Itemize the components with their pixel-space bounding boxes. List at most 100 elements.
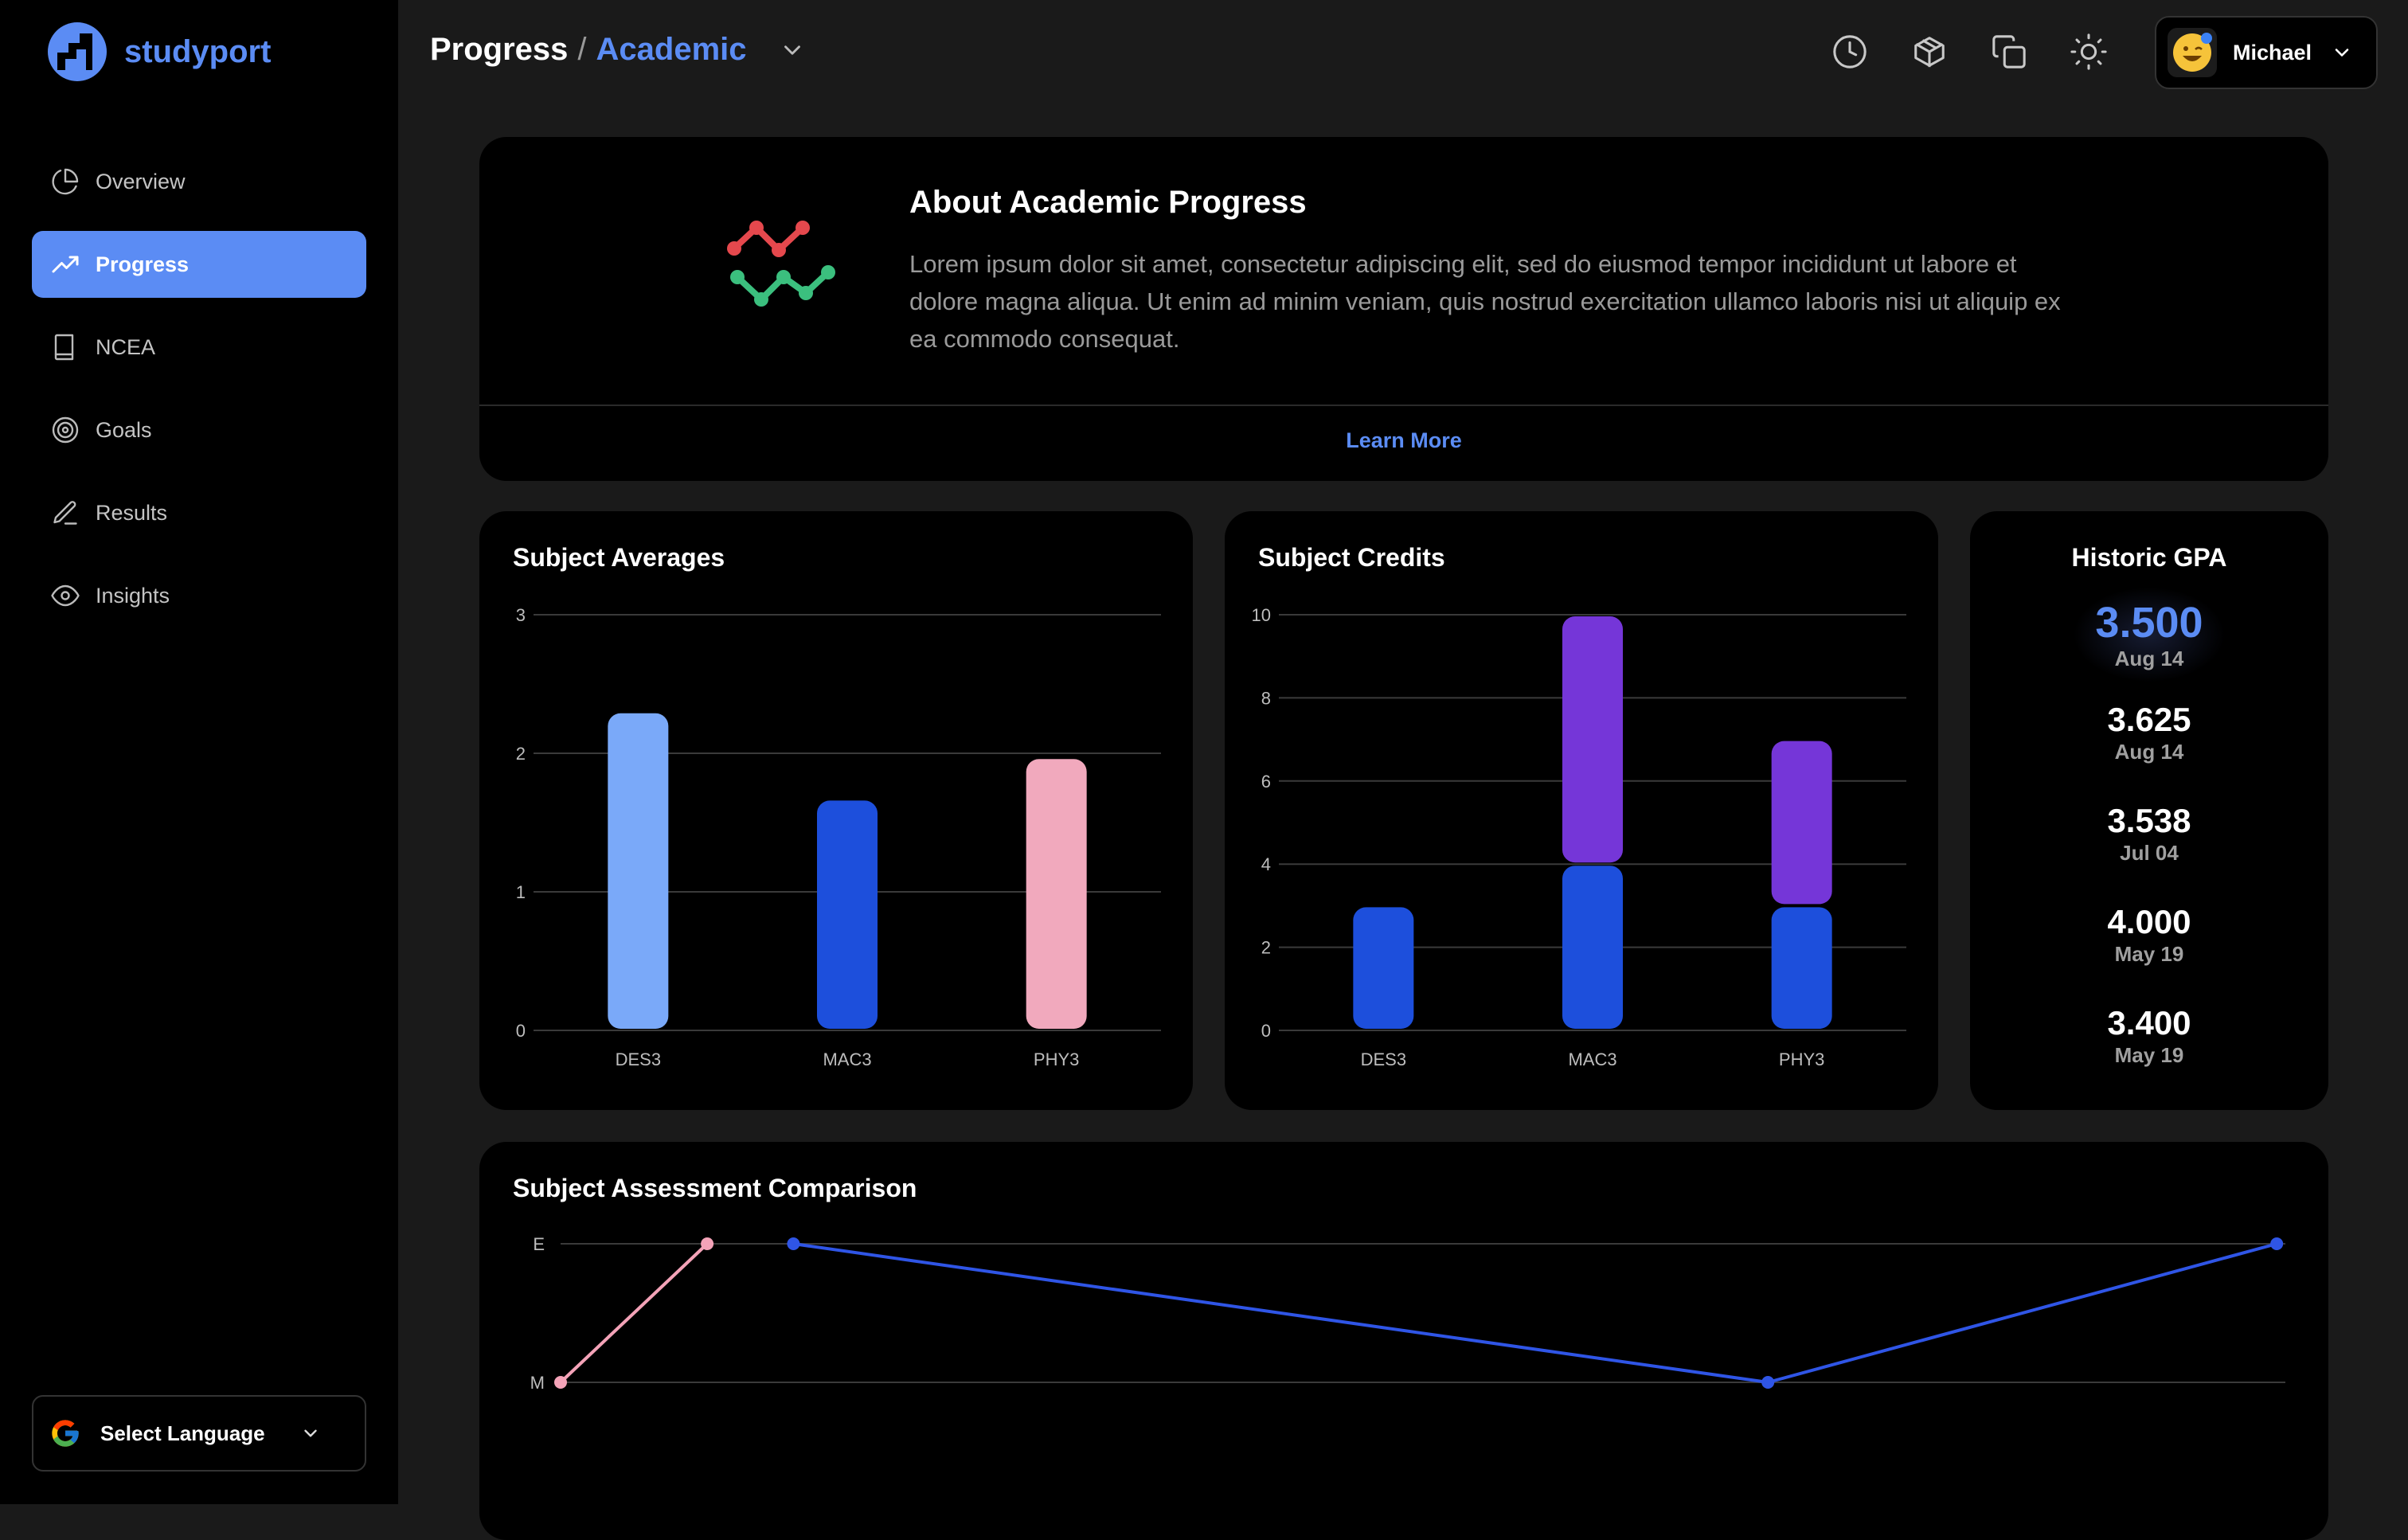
gpa-highlight xyxy=(2073,587,2226,682)
data-point xyxy=(554,1376,567,1389)
pencil-icon xyxy=(53,501,77,525)
divider xyxy=(479,405,2328,406)
about-description: Lorem ipsum dolor sit amet, consectetur … xyxy=(909,250,2061,353)
eye-icon xyxy=(51,584,80,607)
sidebar-item-progress[interactable]: Progress xyxy=(32,231,366,298)
gpa-item: 3.625 Aug 14 xyxy=(1970,700,2328,801)
gpa-item: 4.000 May 19 xyxy=(1970,902,2328,1003)
bar xyxy=(1771,907,1832,1029)
subject-assessment-comparison-title: Subject Assessment Comparison xyxy=(513,1174,917,1202)
google-icon xyxy=(52,1420,79,1447)
gpa-item: 3.538 Jul 04 xyxy=(1970,801,2328,902)
sidebar-item-overview[interactable]: Overview xyxy=(32,148,366,215)
sidebar-item-results[interactable]: Results xyxy=(32,479,366,546)
chevron-down-icon xyxy=(2335,49,2349,57)
series-line xyxy=(793,1242,2277,1385)
subject-assessment-comparison-card: Subject Assessment Comparison M E xyxy=(479,1142,2328,1540)
sun-icon[interactable] xyxy=(2070,33,2107,70)
subject-averages-chart: 0 1 2 3 DES3 MAC3 PHY3 xyxy=(516,605,1161,1069)
x-tick-label: DES3 xyxy=(616,1049,661,1069)
gpa-item: 3.400 May 19 xyxy=(1970,1003,2328,1104)
data-point xyxy=(2270,1237,2284,1250)
chevron-down-icon[interactable] xyxy=(779,37,806,64)
y-tick-label: 2 xyxy=(516,744,526,764)
gpa-value: 3.538 xyxy=(2107,802,2191,839)
gpa-date: May 19 xyxy=(2114,1043,2184,1067)
clock-icon[interactable] xyxy=(1831,33,1868,70)
gpa-date: Aug 14 xyxy=(2114,647,2184,670)
series-line xyxy=(559,1242,709,1384)
toolbar-icons xyxy=(1831,33,2150,70)
y-tick-label: 0 xyxy=(1261,1021,1271,1041)
y-tick-label: E xyxy=(533,1234,545,1254)
historic-gpa-title: Historic GPA xyxy=(2071,543,2227,572)
studyport-logo-icon xyxy=(48,22,107,81)
bar xyxy=(1562,616,1623,863)
subject-credits-chart: 0 2 4 6 8 10 DES3 MAC3 PHY3 xyxy=(1252,605,1906,1069)
y-tick-label: 3 xyxy=(516,605,526,625)
emoji-avatar-icon xyxy=(2173,33,2211,72)
gpa-value: 3.625 xyxy=(2107,701,2191,738)
bar xyxy=(1353,907,1414,1029)
progress-lines-icon xyxy=(727,221,835,307)
historic-gpa-card: Historic GPA 3.500 Aug 14 3.625 Aug 14 3… xyxy=(1970,511,2328,1110)
about-title: About Academic Progress xyxy=(909,185,1307,220)
y-tick-label: 1 xyxy=(516,882,526,902)
sidebar-item-label: Overview xyxy=(96,169,186,193)
y-tick-label: 4 xyxy=(1261,854,1271,874)
y-tick-label: 2 xyxy=(1261,938,1271,958)
app-name: studyport xyxy=(124,33,272,69)
data-point xyxy=(787,1237,800,1250)
bar xyxy=(1026,759,1087,1029)
breadcrumb-separator: / xyxy=(577,32,587,67)
chevron-down-icon xyxy=(303,1429,317,1437)
gpa-value: 3.400 xyxy=(2107,1004,2191,1042)
gpa-date: Jul 04 xyxy=(2120,841,2179,865)
bar xyxy=(1771,741,1832,905)
user-menu[interactable]: Michael xyxy=(2155,16,2378,89)
y-tick-label: 0 xyxy=(516,1021,526,1041)
sidebar-nav: Overview Progress NCEA Goals Results Ins… xyxy=(32,148,366,645)
sidebar-item-ncea[interactable]: NCEA xyxy=(32,314,366,381)
app-logo[interactable]: studyport xyxy=(46,21,271,83)
gpa-value: 3.500 xyxy=(2095,599,2203,647)
gpa-date: May 19 xyxy=(2114,942,2184,966)
x-tick-label: PHY3 xyxy=(1779,1049,1824,1069)
subject-averages-title: Subject Averages xyxy=(513,543,725,572)
bar xyxy=(1562,866,1623,1029)
bar xyxy=(608,713,669,1029)
gpa-list: 3.500 Aug 14 3.625 Aug 14 3.538 Jul 04 4… xyxy=(1970,599,2328,1104)
x-tick-label: MAC3 xyxy=(823,1049,871,1069)
pie-chart-icon xyxy=(52,168,79,195)
y-tick-label: 6 xyxy=(1261,772,1271,791)
data-point xyxy=(701,1237,714,1250)
gpa-date: Aug 14 xyxy=(2114,740,2184,764)
y-tick-label: M xyxy=(530,1373,545,1393)
book-icon xyxy=(54,334,74,361)
breadcrumb-academic[interactable]: Academic xyxy=(596,32,747,67)
copy-icon[interactable] xyxy=(1991,33,2027,70)
status-dot xyxy=(2201,33,2212,44)
sidebar-item-label: Insights xyxy=(96,583,170,608)
learn-more-link[interactable]: Learn More xyxy=(1346,428,1462,452)
about-card: About Academic Progress Lorem ipsum dolo… xyxy=(479,137,2328,481)
breadcrumb-progress[interactable]: Progress xyxy=(430,32,569,67)
sidebar-item-label: Progress xyxy=(96,252,190,276)
data-point xyxy=(1761,1376,1775,1389)
bar xyxy=(817,800,878,1029)
language-select[interactable]: Select Language xyxy=(32,1395,366,1472)
user-name: Michael xyxy=(2233,40,2312,64)
sidebar-item-insights[interactable]: Insights xyxy=(32,562,366,629)
target-icon xyxy=(52,416,79,444)
y-tick-label: 8 xyxy=(1261,688,1271,708)
package-icon[interactable] xyxy=(1911,33,1948,70)
breadcrumb: Progress / Academic xyxy=(430,32,806,68)
language-label: Select Language xyxy=(100,1421,265,1445)
top-bar: Progress / Academic Michael xyxy=(398,0,2408,105)
sidebar-item-label: Goals xyxy=(96,417,152,442)
x-tick-label: PHY3 xyxy=(1034,1049,1079,1069)
gpa-item: 3.500 Aug 14 xyxy=(1970,599,2328,700)
sidebar-item-label: Results xyxy=(96,500,168,525)
x-tick-label: MAC3 xyxy=(1568,1049,1616,1069)
sidebar-item-goals[interactable]: Goals xyxy=(32,397,366,463)
